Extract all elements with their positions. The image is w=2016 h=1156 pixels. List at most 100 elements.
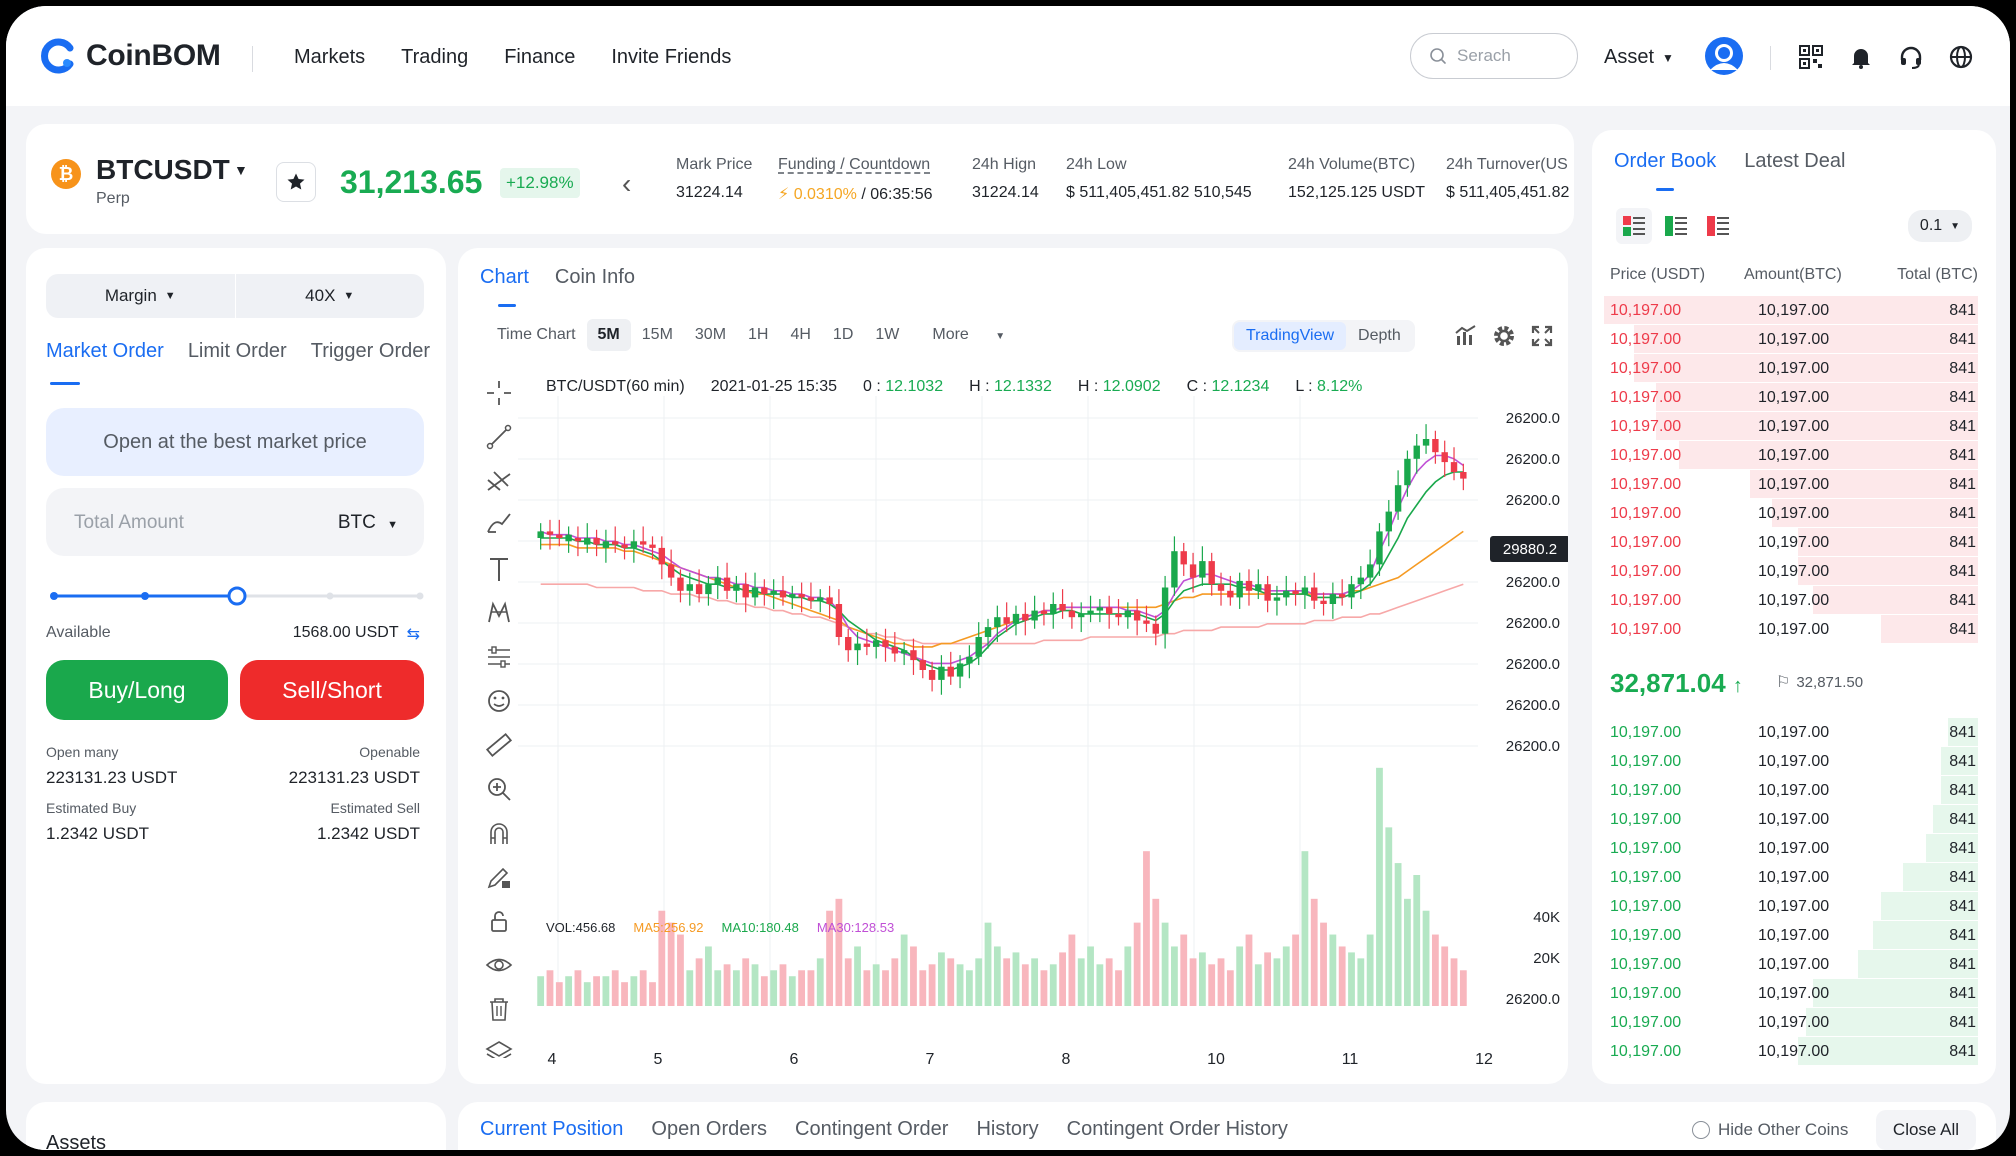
close-all-button[interactable]: Close All xyxy=(1876,1110,1976,1150)
nav-invite-friends[interactable]: Invite Friends xyxy=(611,46,732,68)
fullscreen-icon[interactable] xyxy=(1528,322,1556,350)
ask-row[interactable]: 10,197.00 10,197.00 841 xyxy=(1604,412,1978,440)
nav-finance[interactable]: Finance xyxy=(504,46,576,68)
bid-row[interactable]: 10,197.00 10,197.00 841 xyxy=(1604,1037,1978,1065)
bid-row[interactable]: 10,197.00 10,197.00 841 xyxy=(1604,892,1978,920)
logo[interactable]: CoinBOM xyxy=(40,38,221,74)
fib-tool-icon[interactable] xyxy=(487,471,511,491)
zoom-in-icon[interactable] xyxy=(488,778,511,801)
radio-button[interactable] xyxy=(1692,1121,1710,1139)
favorite-button[interactable] xyxy=(276,162,316,202)
user-avatar-icon[interactable] xyxy=(1704,36,1744,76)
timeframe-15m[interactable]: 15M xyxy=(641,326,673,343)
timeframe-1w[interactable]: 1W xyxy=(875,326,900,343)
amount-slider[interactable] xyxy=(50,586,424,606)
ask-row[interactable]: 10,197.00 10,197.00 841 xyxy=(1604,557,1978,585)
emoji-icon[interactable] xyxy=(488,690,510,712)
pair-name[interactable]: BTCUSDT xyxy=(96,154,230,185)
tab-current-position[interactable]: Current Position xyxy=(480,1118,624,1140)
pencil-lock-icon[interactable] xyxy=(487,867,510,889)
sell-short-button[interactable]: Sell/Short xyxy=(240,660,424,720)
bid-row[interactable]: 10,197.00 10,197.00 841 xyxy=(1604,950,1978,978)
book-view-bids-icon[interactable] xyxy=(1658,208,1694,244)
asset-menu[interactable]: Asset ▼ xyxy=(1604,46,1674,69)
price-chart[interactable]: 26200.0 26200.0 26200.0 26200.0 26200.0 26200… xyxy=(468,366,1568,1076)
bell-icon[interactable] xyxy=(1848,44,1874,70)
ask-row[interactable]: 10,197.00 10,197.00 841 xyxy=(1604,354,1978,382)
funding-label[interactable]: Funding / Countdown xyxy=(778,156,931,173)
bid-row[interactable]: 10,197.00 10,197.00 841 xyxy=(1604,747,1978,775)
ask-row[interactable]: 10,197.00 10,197.00 841 xyxy=(1604,528,1978,556)
best-market-price-field[interactable]: Open at the best market price xyxy=(46,408,424,476)
search-input[interactable]: Serach xyxy=(1410,33,1578,79)
tab-latest-deal[interactable]: Latest Deal xyxy=(1744,150,1846,172)
timeframe-more[interactable]: More ▼ xyxy=(910,319,1027,351)
ask-row[interactable]: 10,197.00 10,197.00 841 xyxy=(1604,470,1978,498)
trend-line-icon[interactable] xyxy=(486,424,512,450)
indicator-icon[interactable] xyxy=(1452,322,1480,350)
timeframe-5m[interactable]: 5M xyxy=(586,319,631,351)
tab-trigger-order[interactable]: Trigger Order xyxy=(310,340,431,362)
tab-order-book[interactable]: Order Book xyxy=(1614,150,1717,172)
bid-row[interactable]: 10,197.00 10,197.00 841 xyxy=(1604,863,1978,891)
brush-icon[interactable] xyxy=(487,513,511,533)
total-amount-input[interactable]: Total Amount BTC ▼ xyxy=(46,488,424,556)
bid-row[interactable]: 10,197.00 10,197.00 841 xyxy=(1604,979,1978,1007)
hide-other-coins-toggle[interactable]: Hide Other Coins xyxy=(1692,1120,1848,1140)
qr-code-icon[interactable] xyxy=(1798,44,1824,70)
transfer-icon[interactable]: ⇆ xyxy=(406,626,420,643)
precision-select[interactable]: 0.1 ▼ xyxy=(1908,210,1972,242)
crosshair-icon[interactable] xyxy=(487,381,511,405)
book-view-both-icon[interactable] xyxy=(1616,208,1652,244)
book-view-asks-icon[interactable] xyxy=(1700,208,1736,244)
chevron-left-icon[interactable]: ‹ xyxy=(622,168,632,199)
pattern-icon[interactable] xyxy=(488,601,510,623)
bid-row[interactable]: 10,197.00 10,197.00 841 xyxy=(1604,1008,1978,1036)
nav-trading[interactable]: Trading xyxy=(401,46,469,68)
trash-icon[interactable] xyxy=(490,998,508,1021)
nav-markets[interactable]: Markets xyxy=(294,46,366,68)
layers-icon[interactable] xyxy=(485,1041,513,1058)
bid-row[interactable]: 10,197.00 10,197.00 841 xyxy=(1604,718,1978,746)
timeframe-1h[interactable]: 1H xyxy=(748,326,769,343)
ruler-icon[interactable] xyxy=(485,732,513,758)
pair-caret-icon[interactable]: ▼ xyxy=(234,162,248,178)
tab-coin-info[interactable]: Coin Info xyxy=(554,266,635,288)
view-depth[interactable]: Depth xyxy=(1358,327,1401,344)
bid-row[interactable]: 10,197.00 10,197.00 841 xyxy=(1604,921,1978,949)
globe-icon[interactable] xyxy=(1948,44,1974,70)
tab-history[interactable]: History xyxy=(976,1118,1039,1140)
tab-chart[interactable]: Chart xyxy=(480,266,529,288)
bid-row[interactable]: 10,197.00 10,197.00 841 xyxy=(1604,805,1978,833)
timeframe-1d[interactable]: 1D xyxy=(832,326,854,343)
tab-market-order[interactable]: Market Order xyxy=(46,340,164,362)
tab-contingent-order-history[interactable]: Contingent Order History xyxy=(1066,1118,1288,1140)
tab-contingent-order[interactable]: Contingent Order xyxy=(795,1118,949,1140)
tab-open-orders[interactable]: Open Orders xyxy=(651,1118,768,1140)
tab-limit-order[interactable]: Limit Order xyxy=(187,340,287,362)
ask-row[interactable]: 10,197.00 10,197.00 841 xyxy=(1604,586,1978,614)
bid-row[interactable]: 10,197.00 10,197.00 841 xyxy=(1604,776,1978,804)
ask-row[interactable]: 10,197.00 10,197.00 841 xyxy=(1604,325,1978,353)
timeframe-4h[interactable]: 4H xyxy=(790,326,811,343)
headset-icon[interactable] xyxy=(1898,44,1924,70)
margin-mode-select[interactable]: Margin ▼ xyxy=(46,274,236,318)
ask-row[interactable]: 10,197.00 10,197.00 841 xyxy=(1604,383,1978,411)
amount-unit-select[interactable]: BTC ▼ xyxy=(338,512,398,534)
bid-row[interactable]: 10,197.00 10,197.00 841 xyxy=(1604,834,1978,862)
buy-long-button[interactable]: Buy/Long xyxy=(46,660,228,720)
ask-row[interactable]: 10,197.00 10,197.00 841 xyxy=(1604,615,1978,643)
view-tradingview[interactable]: TradingView xyxy=(1234,322,1347,350)
ask-row[interactable]: 10,197.00 10,197.00 841 xyxy=(1604,296,1978,324)
gear-icon[interactable] xyxy=(1490,322,1518,350)
timeframe-30m[interactable]: 30M xyxy=(694,326,727,343)
ask-row[interactable]: 10,197.00 10,197.00 841 xyxy=(1604,499,1978,527)
timeframe-time-chart[interactable]: Time Chart xyxy=(497,326,576,343)
forecast-icon[interactable] xyxy=(488,646,510,668)
magnet-icon[interactable] xyxy=(490,823,508,844)
leverage-select[interactable]: 40X ▼ xyxy=(236,274,425,318)
ask-row[interactable]: 10,197.00 10,197.00 841 xyxy=(1604,441,1978,469)
eye-icon[interactable] xyxy=(485,958,513,972)
lock-icon[interactable] xyxy=(491,911,507,932)
text-tool-icon[interactable] xyxy=(490,558,508,581)
